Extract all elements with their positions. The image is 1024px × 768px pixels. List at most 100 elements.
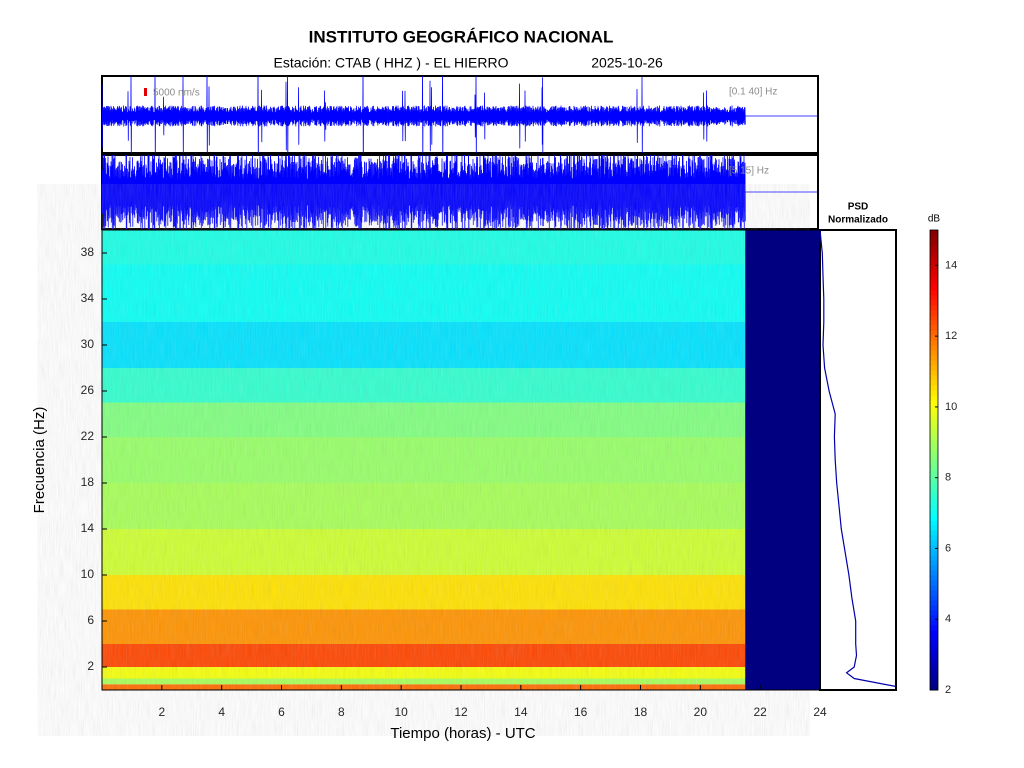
colorbar-cell (930, 410, 938, 416)
y-tick-label: 22 (81, 429, 95, 443)
colorbar-cell (930, 460, 938, 466)
x-tick-label: 10 (394, 705, 408, 719)
colorbar-cell (930, 290, 938, 296)
colorbar-cell (930, 230, 938, 236)
colorbar-cell (930, 280, 938, 286)
x-tick-label: 20 (694, 705, 708, 719)
colorbar-cell (930, 585, 938, 591)
date: 2025-10-26 (591, 55, 663, 71)
x-tick-label: 6 (278, 705, 285, 719)
colorbar-cell (930, 485, 938, 491)
colorbar-cell (930, 430, 938, 436)
colorbar-cell (930, 455, 938, 461)
colorbar-cell (930, 510, 938, 516)
colorbar-cell (930, 680, 938, 686)
y-tick-label: 38 (81, 245, 95, 259)
colorbar-cell (930, 550, 938, 556)
colorbar-cell (930, 565, 938, 571)
colorbar-cell (930, 380, 938, 386)
colorbar-cell (930, 580, 938, 586)
colorbar-cell (930, 355, 938, 361)
colorbar-cell (930, 480, 938, 486)
waveform (102, 155, 818, 229)
colorbar-cell (930, 345, 938, 351)
colorbar-cell (930, 665, 938, 671)
colorbar-cell (930, 535, 938, 541)
title: INSTITUTO GEOGRÁFICO NACIONAL (309, 27, 614, 46)
colorbar-cell (930, 545, 938, 551)
colorbar-cell (930, 475, 938, 481)
x-tick-label: 8 (338, 705, 345, 719)
colorbar-cell (930, 420, 938, 426)
colorbar-cell (930, 235, 938, 241)
colorbar-cell (930, 330, 938, 336)
colorbar-cell (930, 260, 938, 266)
colorbar-cell (930, 495, 938, 501)
colorbar-cell (930, 335, 938, 341)
x-tick-label: 4 (218, 705, 225, 719)
station: Estación: CTAB ( HHZ ) - EL HIERRO (274, 55, 509, 71)
colorbar-tick-label: 6 (945, 542, 951, 554)
y-tick-label: 26 (81, 383, 95, 397)
colorbar-cell (930, 375, 938, 381)
colorbar-cell (930, 450, 938, 456)
colorbar-cell (930, 635, 938, 641)
waveform (102, 76, 818, 153)
colorbar-cell (930, 275, 938, 281)
colorbar-cell (930, 255, 938, 261)
y-tick-label: 10 (81, 567, 95, 581)
no-data (745, 230, 820, 690)
y-tick-label: 30 (81, 337, 95, 351)
colorbar-cell (930, 630, 938, 636)
colorbar-cell (930, 570, 938, 576)
x-tick-label: 12 (454, 705, 468, 719)
colorbar-cell (930, 350, 938, 356)
psd-line (819, 229, 897, 688)
colorbar-cell (930, 615, 938, 621)
colorbar-cell (930, 655, 938, 661)
colorbar-cell (930, 340, 938, 346)
colorbar-cell (930, 365, 938, 371)
colorbar-cell (930, 405, 938, 411)
colorbar-cell (930, 530, 938, 536)
colorbar-cell (930, 325, 938, 331)
colorbar-cell (930, 385, 938, 391)
colorbar-cell (930, 435, 938, 441)
colorbar-cell (930, 470, 938, 476)
colorbar-tick-label: 4 (945, 613, 951, 625)
colorbar-cell (930, 270, 938, 276)
colorbar-cell (930, 370, 938, 376)
colorbar-frame (929, 229, 939, 691)
colorbar-cell (930, 310, 938, 316)
colorbar-cell (930, 395, 938, 401)
colorbar-cell (930, 610, 938, 616)
x-tick-label: 24 (813, 705, 827, 719)
x-tick-label: 22 (753, 705, 767, 719)
colorbar-cell (930, 520, 938, 526)
colorbar-cell (930, 465, 938, 471)
x-tick-label: 2 (158, 705, 165, 719)
y-tick-label: 6 (87, 613, 94, 627)
spectrogram-texture (102, 230, 746, 690)
colorbar-cell (930, 320, 938, 326)
colorbar-cell (930, 500, 938, 506)
colorbar-cell (930, 590, 938, 596)
colorbar-tick-label: 14 (945, 259, 957, 271)
y-tick-label: 14 (81, 521, 95, 535)
colorbar-tick-label: 8 (945, 472, 951, 484)
colorbar-cell (930, 515, 938, 521)
colorbar-cell (930, 390, 938, 396)
colorbar-label: dB (928, 214, 941, 225)
x-tick-label: 14 (514, 705, 528, 719)
colorbar-cell (930, 660, 938, 666)
colorbar-cell (930, 285, 938, 291)
colorbar-cell (930, 555, 938, 561)
colorbar-cell (930, 640, 938, 646)
psd-panel (819, 229, 897, 691)
psd-subtitle: Normalizado (828, 215, 888, 226)
colorbar-cell (930, 505, 938, 511)
colorbar-cell (930, 645, 938, 651)
colorbar-cell (930, 625, 938, 631)
colorbar-cell (930, 240, 938, 246)
